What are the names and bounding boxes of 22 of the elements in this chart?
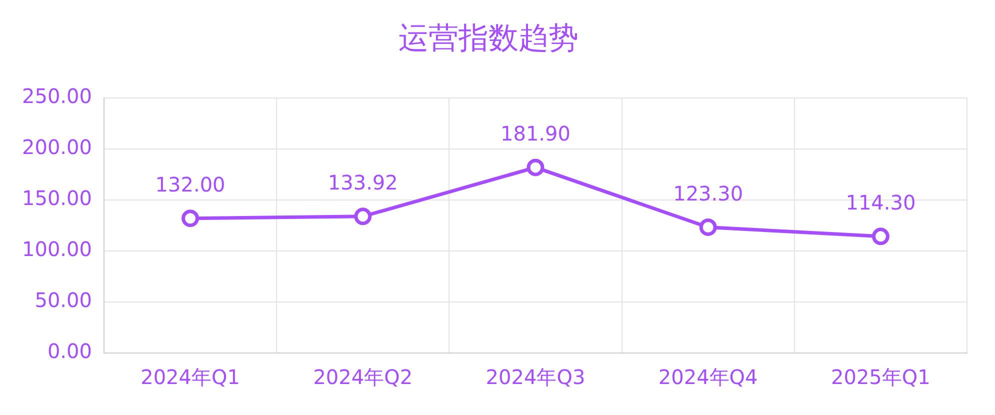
data-label: 114.30 [846,190,916,215]
chart-title: 运营指数趋势 [398,20,578,56]
point [182,210,200,228]
x-tick-label: 2024年Q3 [486,365,586,390]
y-tick-label: 150.00 [22,186,92,210]
x-tick-label: 2024年Q2 [313,365,413,390]
point [699,218,717,236]
x-tick-label: 2024年Q1 [140,365,240,390]
data-label: 133.92 [328,170,398,195]
data-label: 132.00 [155,172,226,197]
y-tick-label: 250.00 [22,84,92,108]
point [526,158,544,176]
data-label: 181.90 [500,122,570,146]
point [872,228,890,246]
data-label: 123.30 [673,181,744,206]
y-tick-label: 0.00 [47,339,92,364]
y-tick-label: 100.00 [22,237,92,262]
x-tick-label: 2024年Q4 [658,365,758,390]
y-tick-label: 200.00 [22,135,92,160]
y-tick-label: 50.00 [34,288,92,312]
point [354,208,372,226]
x-tick-label: 2025年Q1 [831,365,930,390]
